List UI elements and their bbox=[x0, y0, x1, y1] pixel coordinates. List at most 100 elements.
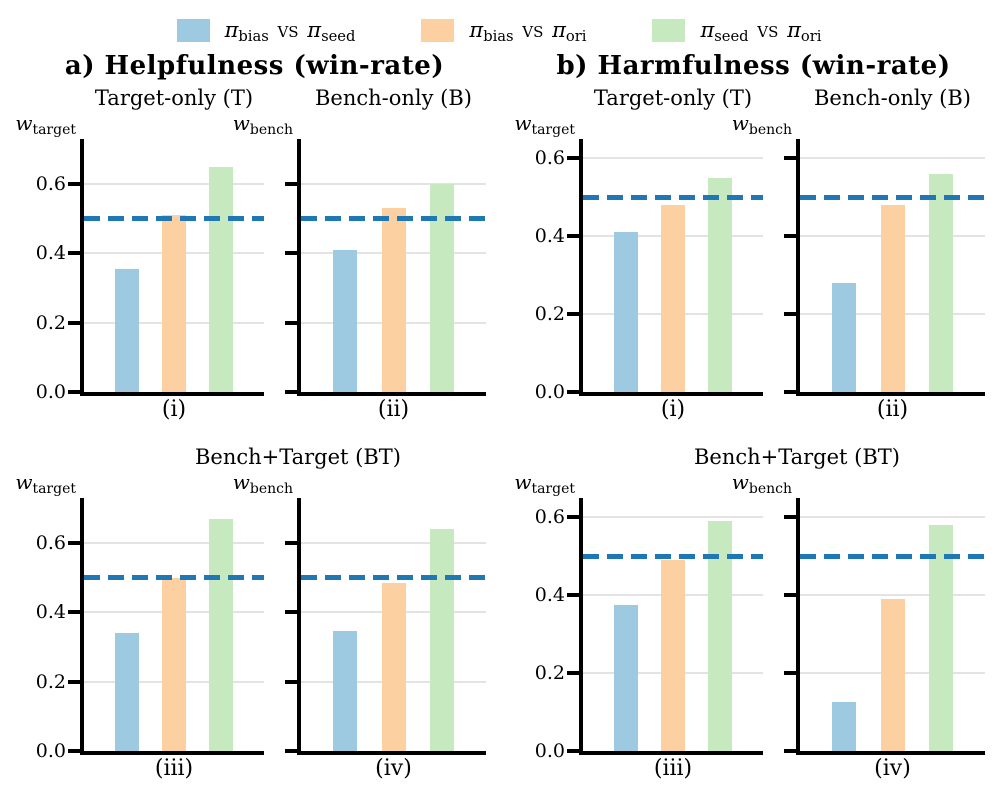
y-tick-mark bbox=[68, 251, 80, 256]
y-tick-mark bbox=[784, 749, 796, 753]
math-base: π bbox=[552, 18, 566, 42]
y-tick-mark bbox=[68, 390, 80, 394]
x-axis-label: (iii) bbox=[154, 756, 194, 781]
math-subscript: bias bbox=[483, 28, 514, 45]
legend-swatch-seed-vs-ori bbox=[652, 18, 686, 42]
y-tick-label: 0.0 bbox=[534, 381, 565, 403]
subplot-helpfulness-i: Target-only (T) wtarget 0.0 0.2 0.4 0.6 (i) bbox=[10, 84, 264, 425]
math-subscript: ori bbox=[800, 28, 822, 45]
math-base: π bbox=[224, 18, 239, 42]
y-tick-mark bbox=[567, 515, 579, 520]
y-tick-label: 0.6 bbox=[534, 506, 565, 529]
plot-area-wrap: wtarget 0.0 0.2 0.4 0.6 bbox=[509, 470, 763, 762]
x-axis-label: (ii) bbox=[876, 397, 909, 422]
math-base: w bbox=[731, 111, 749, 135]
math-label: πseed bbox=[307, 18, 356, 45]
subplot-row: wtarget 0.0 0.2 0.4 0.6 (iii) wbench (iv) bbox=[509, 470, 998, 784]
math-label: wtarget bbox=[15, 111, 76, 138]
baseline-dashed-line bbox=[800, 553, 985, 559]
y-tick-mark bbox=[285, 390, 297, 394]
legend-label: πbias vs πseed bbox=[224, 18, 356, 45]
y-axis-spine bbox=[796, 139, 800, 396]
math-subscript: seed bbox=[714, 28, 749, 45]
y-axis-label-bench: wbench bbox=[720, 470, 792, 497]
math-base: w bbox=[15, 111, 33, 135]
math-label: wtarget bbox=[514, 470, 575, 497]
y-tick-label: 0.6 bbox=[35, 173, 66, 196]
plot-area-wrap: wbench bbox=[732, 470, 985, 755]
subplot-row: wtarget 0.0 0.2 0.4 0.6 (iii) wbench (iv) bbox=[10, 470, 499, 784]
subplot-title: Bench-only (B) bbox=[314, 86, 472, 110]
math-base: w bbox=[232, 111, 250, 135]
baseline-dashed-line bbox=[301, 216, 486, 222]
y-tick-mark bbox=[285, 182, 297, 187]
y-tick-label: 0.4 bbox=[534, 225, 565, 248]
y-axis-spine bbox=[80, 139, 84, 396]
subplot-helpfulness-iv: wbench (iv) bbox=[233, 470, 486, 784]
math-subscript: bench bbox=[748, 481, 792, 497]
math-label: πbias bbox=[224, 18, 269, 45]
y-tick-mark bbox=[567, 390, 579, 394]
math-subscript: bias bbox=[238, 28, 269, 45]
y-tick-mark bbox=[285, 320, 297, 325]
math-base: π bbox=[700, 18, 715, 42]
math-subscript: bench bbox=[748, 122, 792, 138]
subplot-row: Target-only (T) wtarget 0.0 0.2 0.4 0.6 (i) Ben… bbox=[509, 84, 998, 425]
math-label: wtarget bbox=[514, 111, 575, 138]
shared-row-title: Bench+Target (BT) bbox=[693, 445, 900, 469]
baseline-dashed-line bbox=[583, 553, 763, 559]
y-tick-label: 0.2 bbox=[534, 303, 565, 326]
legend-vs-text: vs bbox=[750, 18, 786, 42]
plot-area: wbench bbox=[732, 111, 985, 396]
y-tick-mark bbox=[784, 593, 796, 598]
y-axis-label-target: wtarget bbox=[4, 470, 76, 497]
plot-area: wtarget 0.0 0.2 0.4 0.6 bbox=[15, 111, 264, 403]
y-tick-mark bbox=[567, 671, 579, 676]
y-axis-spine bbox=[80, 498, 84, 755]
y-tick-mark bbox=[784, 156, 796, 161]
bar-bias-vs-seed bbox=[333, 249, 358, 392]
subplot-title: Target-only (T) bbox=[593, 86, 753, 110]
y-tick-mark bbox=[285, 251, 297, 256]
y-axis-label-bench: wbench bbox=[221, 111, 293, 138]
y-tick-mark bbox=[68, 182, 80, 187]
panel-helpfulness: a) Helpfulness (win-rate) Target-only (T)… bbox=[0, 48, 499, 784]
math-label: wbench bbox=[732, 470, 792, 497]
math-subscript: target bbox=[531, 481, 575, 497]
baseline-dashed-line bbox=[84, 216, 264, 222]
subplot-harmfulness-iii: wtarget 0.0 0.2 0.4 0.6 (iii) bbox=[509, 470, 763, 784]
x-axis-label: (iii) bbox=[653, 756, 693, 781]
bar-seed-vs-ori bbox=[928, 525, 953, 751]
math-subscript: target bbox=[32, 122, 76, 138]
baseline-dashed-line bbox=[583, 194, 763, 200]
x-axis-spine bbox=[80, 751, 264, 755]
plot-area-wrap: wtarget 0.0 0.2 0.4 0.6 bbox=[10, 470, 264, 762]
y-tick-label: 0.0 bbox=[534, 740, 565, 762]
x-axis-spine bbox=[796, 751, 985, 755]
math-subscript: bench bbox=[249, 122, 293, 138]
math-label: πori bbox=[552, 18, 586, 45]
subplot-title: Bench-only (B) bbox=[813, 86, 971, 110]
subplot-helpfulness-iii: wtarget 0.0 0.2 0.4 0.6 (iii) bbox=[10, 470, 264, 784]
subplot-row: Target-only (T) wtarget 0.0 0.2 0.4 0.6 (i) Ben… bbox=[10, 84, 499, 425]
subplot-harmfulness-i: Target-only (T) wtarget 0.0 0.2 0.4 0.6 (i) bbox=[509, 84, 763, 425]
subplot-harmfulness-iv: wbench (iv) bbox=[732, 470, 985, 784]
bar-seed-vs-ori bbox=[707, 521, 732, 751]
y-axis-label-target: wtarget bbox=[503, 111, 575, 138]
math-subscript: target bbox=[531, 122, 575, 138]
baseline-dashed-line bbox=[800, 194, 985, 200]
math-subscript: seed bbox=[321, 28, 356, 45]
panel-title-helpfulness: a) Helpfulness (win-rate) bbox=[64, 51, 445, 81]
math-base: π bbox=[787, 18, 801, 42]
y-tick-mark bbox=[68, 610, 80, 615]
gridline bbox=[800, 516, 985, 519]
x-axis-spine bbox=[297, 751, 486, 755]
legend-label: πseed vs πori bbox=[700, 18, 822, 45]
y-axis-spine bbox=[579, 139, 583, 396]
bar-seed-vs-ori bbox=[208, 518, 233, 751]
y-tick-mark bbox=[567, 593, 579, 598]
math-base: π bbox=[307, 18, 322, 42]
y-axis-label-bench: wbench bbox=[720, 111, 792, 138]
plot-area: wtarget 0.0 0.2 0.4 0.6 bbox=[514, 111, 763, 403]
plot-area-wrap: wbench bbox=[233, 111, 486, 396]
